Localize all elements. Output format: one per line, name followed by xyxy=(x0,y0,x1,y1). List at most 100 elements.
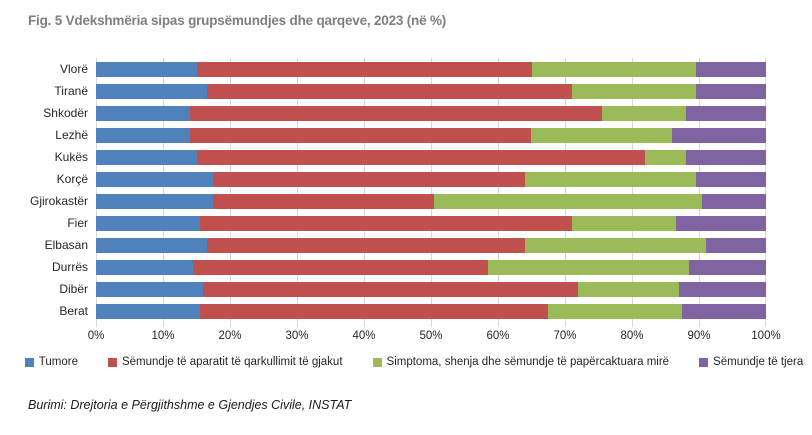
bar-segment xyxy=(96,215,200,231)
gridline xyxy=(96,58,97,327)
bar-segment xyxy=(189,127,532,143)
bar-segment xyxy=(196,149,646,165)
bar-row xyxy=(96,278,766,300)
bar-segment xyxy=(695,83,766,99)
category-label: Dibër xyxy=(59,282,88,296)
bar xyxy=(96,171,766,187)
bar-row xyxy=(96,146,766,168)
plot-area xyxy=(96,58,766,327)
gridline xyxy=(364,58,365,327)
gridline xyxy=(632,58,633,327)
gridline xyxy=(163,58,164,327)
legend-item: Sëmundje të aparatit të qarkullimit të g… xyxy=(107,356,343,368)
bar-segment xyxy=(685,105,766,121)
x-tick-label: 80% xyxy=(620,330,644,342)
category-label: Tiranë xyxy=(54,84,88,98)
bar-segment xyxy=(675,215,766,231)
legend-swatch-icon xyxy=(24,357,34,367)
y-axis-labels: Vlorë Tiranë Shkodër Lezhë Kukës Korçë Gjiroka… xyxy=(0,58,88,322)
category-label: Berat xyxy=(59,304,88,318)
bar xyxy=(96,303,766,319)
x-tick-label: 30% xyxy=(285,330,309,342)
legend-swatch-icon xyxy=(699,357,709,367)
gridline xyxy=(431,58,432,327)
bar-segment xyxy=(203,281,579,297)
bar-segment xyxy=(695,61,766,77)
bar-segment xyxy=(531,61,696,77)
category-label: Vlorë xyxy=(59,62,88,76)
legend-item: Sëmundje të tjera xyxy=(699,356,803,368)
bar-row xyxy=(96,80,766,102)
legend-label: Sëmundje të tjera xyxy=(713,356,804,368)
x-tick-label: 40% xyxy=(352,330,376,342)
bar-row xyxy=(96,124,766,146)
bar-segment xyxy=(578,281,679,297)
source-note: Burimi: Drejtoria e Përgjithshme e Gjend… xyxy=(28,398,352,412)
bar-segment xyxy=(213,193,435,209)
bar-segment xyxy=(96,303,200,319)
x-tick-label: 90% xyxy=(687,330,711,342)
legend-swatch-icon xyxy=(107,357,117,367)
bar xyxy=(96,281,766,297)
bar-segment xyxy=(96,127,190,143)
bar-segment xyxy=(96,193,214,209)
bar-segment xyxy=(524,171,696,187)
bar-row xyxy=(96,212,766,234)
x-tick-label: 70% xyxy=(553,330,577,342)
bar-segment xyxy=(199,215,572,231)
category-label: Elbasan xyxy=(44,238,88,252)
legend-swatch-icon xyxy=(372,357,382,367)
bar-segment xyxy=(487,259,689,275)
category-label: Shkodër xyxy=(43,106,88,120)
bar xyxy=(96,83,766,99)
legend-label: Tumore xyxy=(38,356,78,368)
bar-segment xyxy=(571,83,696,99)
bar-segment xyxy=(96,61,197,77)
x-tick-label: 100% xyxy=(751,330,781,342)
category-label: Gjirokastër xyxy=(29,194,88,208)
bar-segment xyxy=(685,149,766,165)
bar xyxy=(96,193,766,209)
bar-row xyxy=(96,300,766,322)
bar-segment xyxy=(206,237,525,253)
category-label: Lezhë xyxy=(55,128,88,142)
bar-segment xyxy=(189,105,602,121)
gridline xyxy=(699,58,700,327)
bar-segment xyxy=(206,83,572,99)
bar-segment xyxy=(96,259,194,275)
bar-segment xyxy=(193,259,488,275)
bar xyxy=(96,127,766,143)
x-axis-labels: 0% 10% 20% 30% 40% 50% 60% 70% 80% 90% 100% xyxy=(88,330,781,344)
category-label: Korçë xyxy=(56,172,88,186)
bar-row xyxy=(96,190,766,212)
legend-label: Simptoma, shenja dhe sëmundje të papërca… xyxy=(386,356,670,368)
x-tick-label: 50% xyxy=(419,330,443,342)
x-tick-label: 10% xyxy=(151,330,175,342)
bar-segment xyxy=(96,237,207,253)
bar-segment xyxy=(548,303,683,319)
bar xyxy=(96,105,766,121)
bar-segment xyxy=(434,193,703,209)
bar-segment xyxy=(702,193,766,209)
bar-segment xyxy=(199,303,549,319)
bar-segment xyxy=(672,127,766,143)
bar xyxy=(96,149,766,165)
category-label: Kukës xyxy=(54,150,88,164)
bar-segment xyxy=(96,281,204,297)
bar-segment xyxy=(96,171,214,187)
bar-segment xyxy=(524,237,706,253)
x-tick-label: 60% xyxy=(486,330,510,342)
bar-segment xyxy=(601,105,686,121)
gridline xyxy=(765,58,766,327)
legend-item: Simptoma, shenja dhe sëmundje të papërca… xyxy=(372,356,670,368)
bar-segment xyxy=(96,149,197,165)
bar-segment xyxy=(678,281,766,297)
bar-row xyxy=(96,256,766,278)
category-label: Durrës xyxy=(51,260,88,274)
gridline xyxy=(230,58,231,327)
bar-segment xyxy=(531,127,673,143)
x-tick-label: 20% xyxy=(218,330,242,342)
legend-label: Sëmundje të aparatit të qarkullimit të g… xyxy=(121,356,343,368)
bar-row xyxy=(96,58,766,80)
